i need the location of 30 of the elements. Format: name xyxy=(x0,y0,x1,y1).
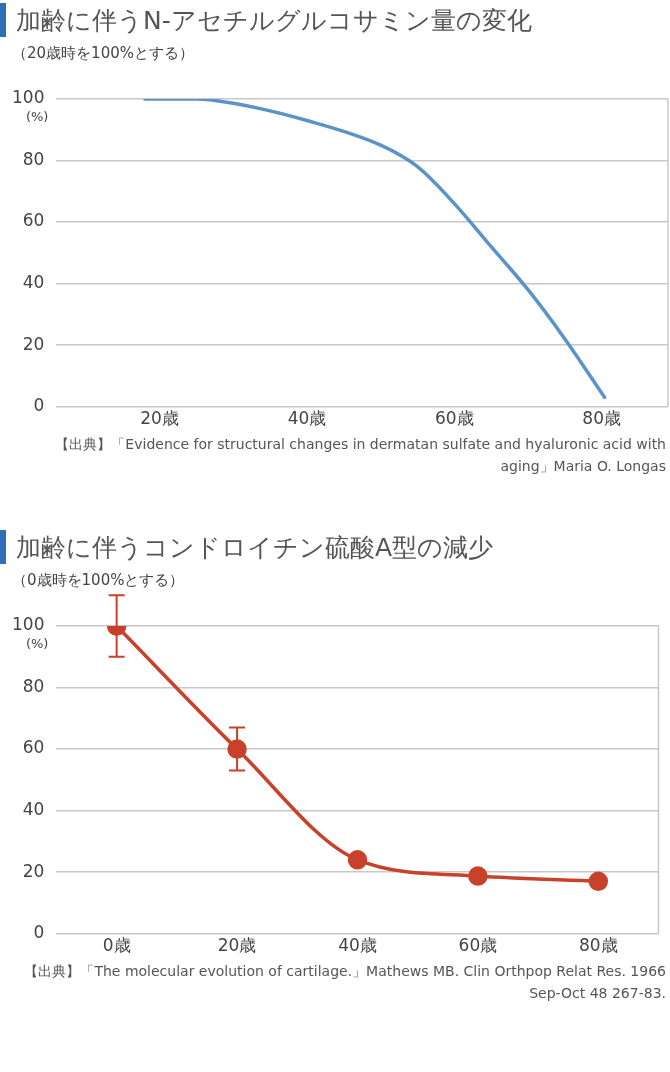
y-tick-label: 40 xyxy=(22,798,45,819)
text: 【出典】「Evidence for structural changes in dermatan sulfate and hyaluronic acid with aging」Maria O. Longas xyxy=(54,435,667,476)
x-tick-label: 80歳 xyxy=(582,408,622,429)
y-tick-label: 40 xyxy=(22,271,45,292)
y-tick-label: 0 xyxy=(33,395,45,416)
chart-title: 加齢に伴うコンドロイチン硫酸A型の減少 xyxy=(16,531,494,564)
text: 【出典】「The molecular evolution of cartilage.」Mathews MB. Clin Orthpop Relat Res. 1966 Sep-Oct 48 267-83. xyxy=(23,962,667,1003)
x-tick-label: 60歳 xyxy=(458,935,498,956)
chart-subtitle: （0歳時を100%とする） xyxy=(12,571,186,590)
y-tick-label: 80 xyxy=(22,148,45,169)
y-tick-label: 80 xyxy=(22,675,45,696)
chart-title: 加齢に伴うN-アセチルグルコサミン量の変化 xyxy=(16,4,532,37)
y-tick-label: 0 xyxy=(33,922,45,943)
y-tick-label: 20 xyxy=(22,333,45,354)
x-tick-label: 80歳 xyxy=(578,935,618,956)
x-tick-label: 60歳 xyxy=(435,408,474,429)
x-tick-label: 40歳 xyxy=(338,935,377,956)
x-tick-label: 20歳 xyxy=(217,935,257,956)
y-tick-label: 100 xyxy=(11,87,45,108)
y-tick-label: 20 xyxy=(22,860,45,881)
y-tick-label: 60 xyxy=(22,210,45,231)
x-tick-label: 40歳 xyxy=(287,408,327,429)
chart-subtitle: （20歳時を100%とする） xyxy=(12,44,195,63)
y-axis-title: (%) xyxy=(25,635,49,651)
x-tick-label: 0歳 xyxy=(102,935,131,956)
line-series xyxy=(143,99,607,400)
y-tick-label: 100 xyxy=(11,614,45,635)
y-tick-label: 60 xyxy=(22,737,45,758)
y-axis-title: (%) xyxy=(25,108,49,124)
x-tick-label: 20歳 xyxy=(140,408,179,429)
